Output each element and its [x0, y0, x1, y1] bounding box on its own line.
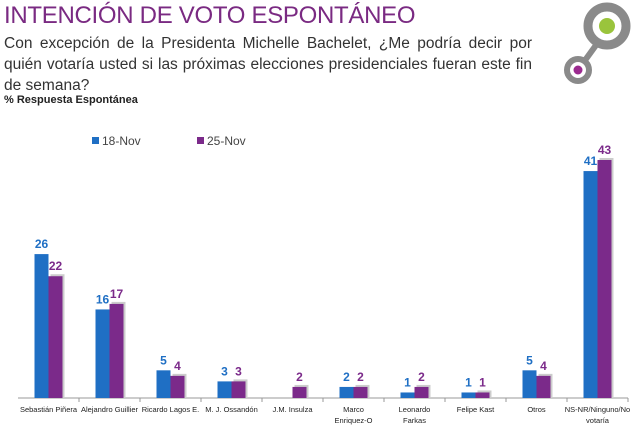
chart-subtitle: % Respuesta Espontánea — [4, 94, 138, 106]
x-tick-label: votaría — [586, 416, 610, 425]
data-label: 2 — [418, 370, 425, 384]
data-label: 4 — [174, 359, 181, 373]
x-tick-label: M. J. Ossandón — [205, 405, 258, 414]
bar-25nov — [292, 386, 307, 398]
data-label: 2 — [343, 370, 350, 384]
data-label: 5 — [160, 353, 167, 367]
data-label: 43 — [598, 143, 612, 157]
data-label: 5 — [526, 353, 533, 367]
x-tick-label: Marco — [343, 405, 364, 414]
bar-25nov — [48, 276, 63, 398]
x-tick-label: Otros — [527, 405, 546, 414]
data-label: 1 — [404, 375, 411, 389]
bar-25nov — [536, 375, 551, 398]
page-title: INTENCIÓN DE VOTO ESPONTÁNEO — [4, 2, 416, 29]
x-tick-label: Leonardo — [399, 405, 431, 414]
legend-swatch-1 — [197, 137, 204, 144]
legend-swatch-0 — [92, 137, 99, 144]
bar-25nov — [353, 386, 368, 398]
bar-25nov — [414, 386, 429, 398]
bar-18nov — [156, 370, 171, 398]
bar-25nov — [170, 375, 185, 398]
x-tick-label: Sebastián Piñera — [20, 405, 78, 414]
bar-18nov — [583, 171, 598, 398]
data-label: 3 — [235, 364, 242, 378]
x-tick-label: Alejandro Guillier — [81, 405, 139, 414]
brand-logo-icon — [564, 2, 631, 84]
x-tick-label: J.M. Insulza — [272, 405, 313, 414]
bar-18nov — [461, 392, 476, 398]
bar-18nov — [522, 370, 537, 398]
data-label: 2 — [296, 370, 303, 384]
data-label: 2 — [357, 370, 364, 384]
data-label: 17 — [110, 287, 124, 301]
x-tick-label: Ricardo Lagos E. — [142, 405, 200, 414]
x-tick-label: NS-NR/Ninguno/No — [565, 405, 630, 414]
bar-25nov — [475, 392, 490, 398]
data-label: 1 — [465, 375, 472, 389]
bar-18nov — [339, 386, 354, 398]
legend-label-0: 18-Nov — [102, 134, 141, 148]
bar-18nov — [95, 309, 110, 398]
data-label: 22 — [49, 259, 63, 273]
bar-25nov — [109, 303, 124, 398]
data-label: 1 — [479, 375, 486, 389]
bar-25nov — [597, 160, 612, 398]
data-label: 16 — [96, 292, 110, 306]
bar-18nov — [34, 254, 49, 398]
bar-18nov — [400, 392, 415, 398]
x-tick-label: Farkas — [403, 416, 426, 425]
legend-label-1: 25-Nov — [207, 134, 246, 148]
data-label: 41 — [584, 154, 598, 168]
data-label: 4 — [540, 359, 547, 373]
bar-25nov — [231, 381, 246, 398]
data-label: 26 — [35, 237, 49, 251]
x-tick-label: Felipe Kast — [457, 405, 495, 414]
data-label: 3 — [221, 364, 228, 378]
bar-18nov — [217, 381, 232, 398]
survey-question: Con excepción de la Presidenta Michelle … — [4, 35, 532, 94]
x-tick-label: Enriquez-O — [335, 416, 373, 425]
